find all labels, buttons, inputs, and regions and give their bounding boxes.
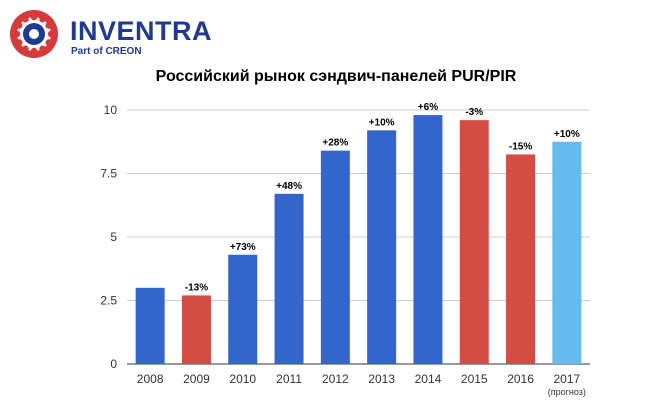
bar-2014	[413, 115, 443, 364]
y-tick-label: 2.5	[100, 294, 117, 308]
bar-2011	[274, 193, 304, 364]
logo-gear-icon	[10, 10, 58, 58]
y-tick-label: 5	[110, 230, 117, 244]
chart-title: Российский рынок сэндвич-панелей PUR/PIR	[155, 68, 517, 85]
bar-2017	[552, 141, 582, 364]
x-tick-label: 2010	[229, 372, 256, 386]
brand-logo: INVENTRA Part of CREON	[8, 6, 212, 62]
data-label: -3%	[465, 107, 483, 118]
y-tick-label: 0	[110, 357, 117, 371]
bar-2015	[459, 120, 489, 364]
x-tick-label: 2009	[183, 372, 210, 386]
data-label: +73%	[230, 242, 256, 253]
x-tick-label: 2008	[137, 372, 164, 386]
bar-2009	[181, 295, 211, 364]
x-tick-note: (прогноз)	[548, 387, 586, 397]
x-tick-label: 2014	[415, 372, 442, 386]
data-label: +28%	[322, 138, 348, 149]
data-label: -13%	[185, 282, 208, 293]
brand-name: INVENTRA	[70, 16, 213, 46]
bar-2010	[228, 254, 258, 364]
x-tick-label: 2013	[368, 372, 395, 386]
bar-2012	[320, 150, 350, 364]
y-tick-label: 10	[104, 103, 118, 117]
x-tick-label: 2011	[276, 372, 302, 386]
x-tick-label: 2012	[322, 372, 349, 386]
brand-subtitle: Part of CREON	[71, 46, 142, 57]
x-tick-label: 2017	[553, 372, 580, 386]
data-label: +10%	[369, 117, 395, 128]
y-tick-label: 7.5	[100, 167, 117, 181]
bar-2013	[367, 130, 397, 364]
x-tick-label: 2016	[507, 372, 534, 386]
x-tick-label: 2015	[461, 372, 488, 386]
bar-2008	[135, 287, 165, 364]
bar-2016	[506, 154, 536, 364]
data-label: +10%	[554, 129, 580, 140]
data-label: -15%	[509, 141, 532, 152]
data-label: +6%	[418, 102, 438, 113]
data-label: +48%	[276, 181, 302, 192]
